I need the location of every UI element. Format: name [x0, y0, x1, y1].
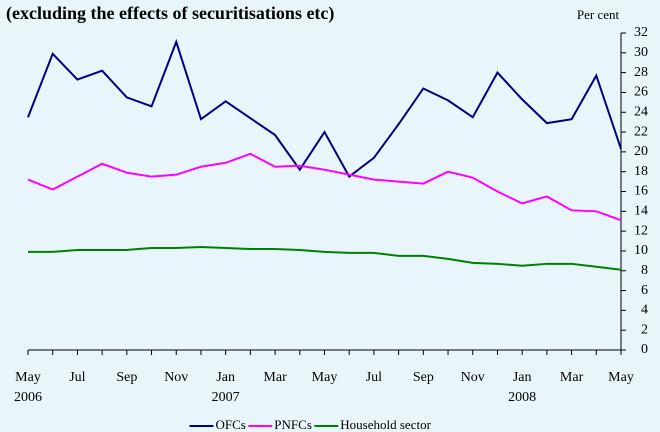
x-tick-label: Jan [216, 370, 235, 385]
x-tick-label: Sep [413, 370, 434, 385]
chart-title: (excluding the effects of securitisation… [6, 3, 334, 24]
legend-label: Household sector [340, 417, 431, 432]
series-line [27, 152, 622, 222]
x-tick-label: Mar [263, 370, 287, 385]
y-tick-label: 4 [641, 303, 648, 318]
y-tick-label: 8 [641, 263, 648, 278]
y-tick-label: 18 [634, 164, 648, 179]
y-tick-label: 14 [634, 204, 648, 219]
y-tick-label: 28 [634, 65, 648, 80]
y-tick-label: 0 [641, 342, 648, 357]
x-tick-label: May [312, 370, 338, 385]
x-tick-label: Jan [513, 370, 532, 385]
x-tick-label: 2006 [14, 390, 42, 405]
legend-label: PNFCs [274, 417, 312, 432]
y-tick-label: 22 [634, 124, 648, 139]
y-tick-label: 6 [641, 283, 648, 298]
x-tick-label: May [608, 370, 634, 385]
y-tick-label: 26 [634, 85, 648, 100]
y-tick-label: 30 [634, 45, 648, 60]
y-tick-label: 24 [634, 104, 648, 119]
series-line [27, 38, 622, 179]
y-tick-label: 2 [641, 322, 648, 337]
y-axis-label: Per cent [577, 7, 620, 22]
x-tick-label: Jul [366, 370, 382, 385]
x-tick-label: Nov [164, 370, 188, 385]
x-tick-label: 2007 [212, 390, 240, 405]
x-tick-label: Mar [560, 370, 584, 385]
y-tick-label: 32 [634, 25, 648, 40]
x-tick-label: Nov [461, 370, 485, 385]
x-tick-label: Jul [69, 370, 85, 385]
x-tick-label: 2008 [508, 390, 536, 405]
series-line [28, 245, 622, 271]
y-tick-label: 12 [634, 223, 648, 238]
x-tick-label: Sep [116, 370, 137, 385]
y-tick-label: 20 [634, 144, 648, 159]
legend-label: OFCs [216, 417, 246, 432]
y-tick-label: 16 [634, 184, 648, 199]
y-tick-label: 10 [634, 243, 648, 258]
x-tick-label: May [15, 370, 41, 385]
